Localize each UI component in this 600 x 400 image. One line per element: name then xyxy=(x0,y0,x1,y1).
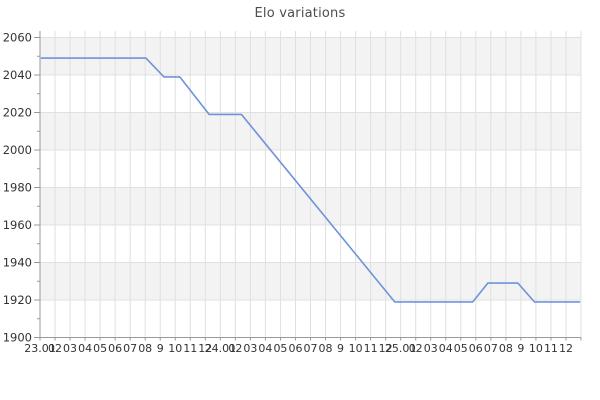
y-tick-label: 2060 xyxy=(3,31,32,45)
x-hour-label: 03 xyxy=(243,342,257,355)
x-hour-label: 07 xyxy=(304,342,318,355)
x-hour-label: 9 xyxy=(517,342,524,355)
x-hour-label: 03 xyxy=(63,342,77,355)
x-day-label: 24.01 xyxy=(205,342,237,355)
x-hour-label: 05 xyxy=(273,342,287,355)
x-hour-label: 11 xyxy=(544,342,558,355)
y-tick-label: 2000 xyxy=(3,143,32,157)
x-hour-label: 07 xyxy=(123,342,137,355)
y-tick-label: 2020 xyxy=(3,106,32,120)
x-hour-label: 10 xyxy=(349,342,363,355)
x-day-label: 25.01 xyxy=(385,342,417,355)
x-hour-label: 12 xyxy=(198,342,212,355)
x-hour-label: 08 xyxy=(319,342,333,355)
x-hour-label: 06 xyxy=(108,342,122,355)
x-hour-label: 04 xyxy=(78,342,92,355)
x-hour-label: 02 xyxy=(48,342,62,355)
y-tick-label: 1900 xyxy=(3,331,32,345)
chart-title: Elo variations xyxy=(254,6,346,21)
y-tick-label: 1980 xyxy=(3,181,32,195)
y-tick-label: 2040 xyxy=(3,68,32,82)
x-hour-label: 12 xyxy=(379,342,393,355)
x-hour-label: 05 xyxy=(454,342,468,355)
x-hour-label: 12 xyxy=(559,342,573,355)
x-hour-label: 9 xyxy=(337,342,344,355)
x-hour-label: 08 xyxy=(499,342,513,355)
x-hour-label: 10 xyxy=(168,342,182,355)
x-hour-label: 04 xyxy=(439,342,453,355)
x-hour-label: 10 xyxy=(529,342,543,355)
x-hour-label: 11 xyxy=(364,342,378,355)
elo-series-line xyxy=(40,57,581,303)
x-hour-label: 03 xyxy=(424,342,438,355)
y-axis xyxy=(34,31,41,338)
x-hour-label: 9 xyxy=(157,342,164,355)
x-hour-label: 05 xyxy=(93,342,107,355)
y-tick-label: 1960 xyxy=(3,218,32,232)
x-hour-label: 06 xyxy=(469,342,483,355)
x-axis xyxy=(39,337,582,341)
vertical-gridlines xyxy=(39,31,582,338)
y-tick-label: 1940 xyxy=(3,256,32,270)
y-tick-label: 1920 xyxy=(3,293,32,307)
x-hour-label: 08 xyxy=(138,342,152,355)
x-hour-label: 04 xyxy=(258,342,272,355)
x-day-label: 23.01 xyxy=(24,342,56,355)
x-hour-label: 11 xyxy=(183,342,197,355)
x-hour-label: 02 xyxy=(228,342,242,355)
y-tick-labels: 2060 2040 2020 2000 1980 1960 1940 1920 1900 xyxy=(3,31,32,345)
x-hour-label: 02 xyxy=(409,342,423,355)
x-hour-label: 06 xyxy=(288,342,302,355)
x-hour-label: 07 xyxy=(484,342,498,355)
